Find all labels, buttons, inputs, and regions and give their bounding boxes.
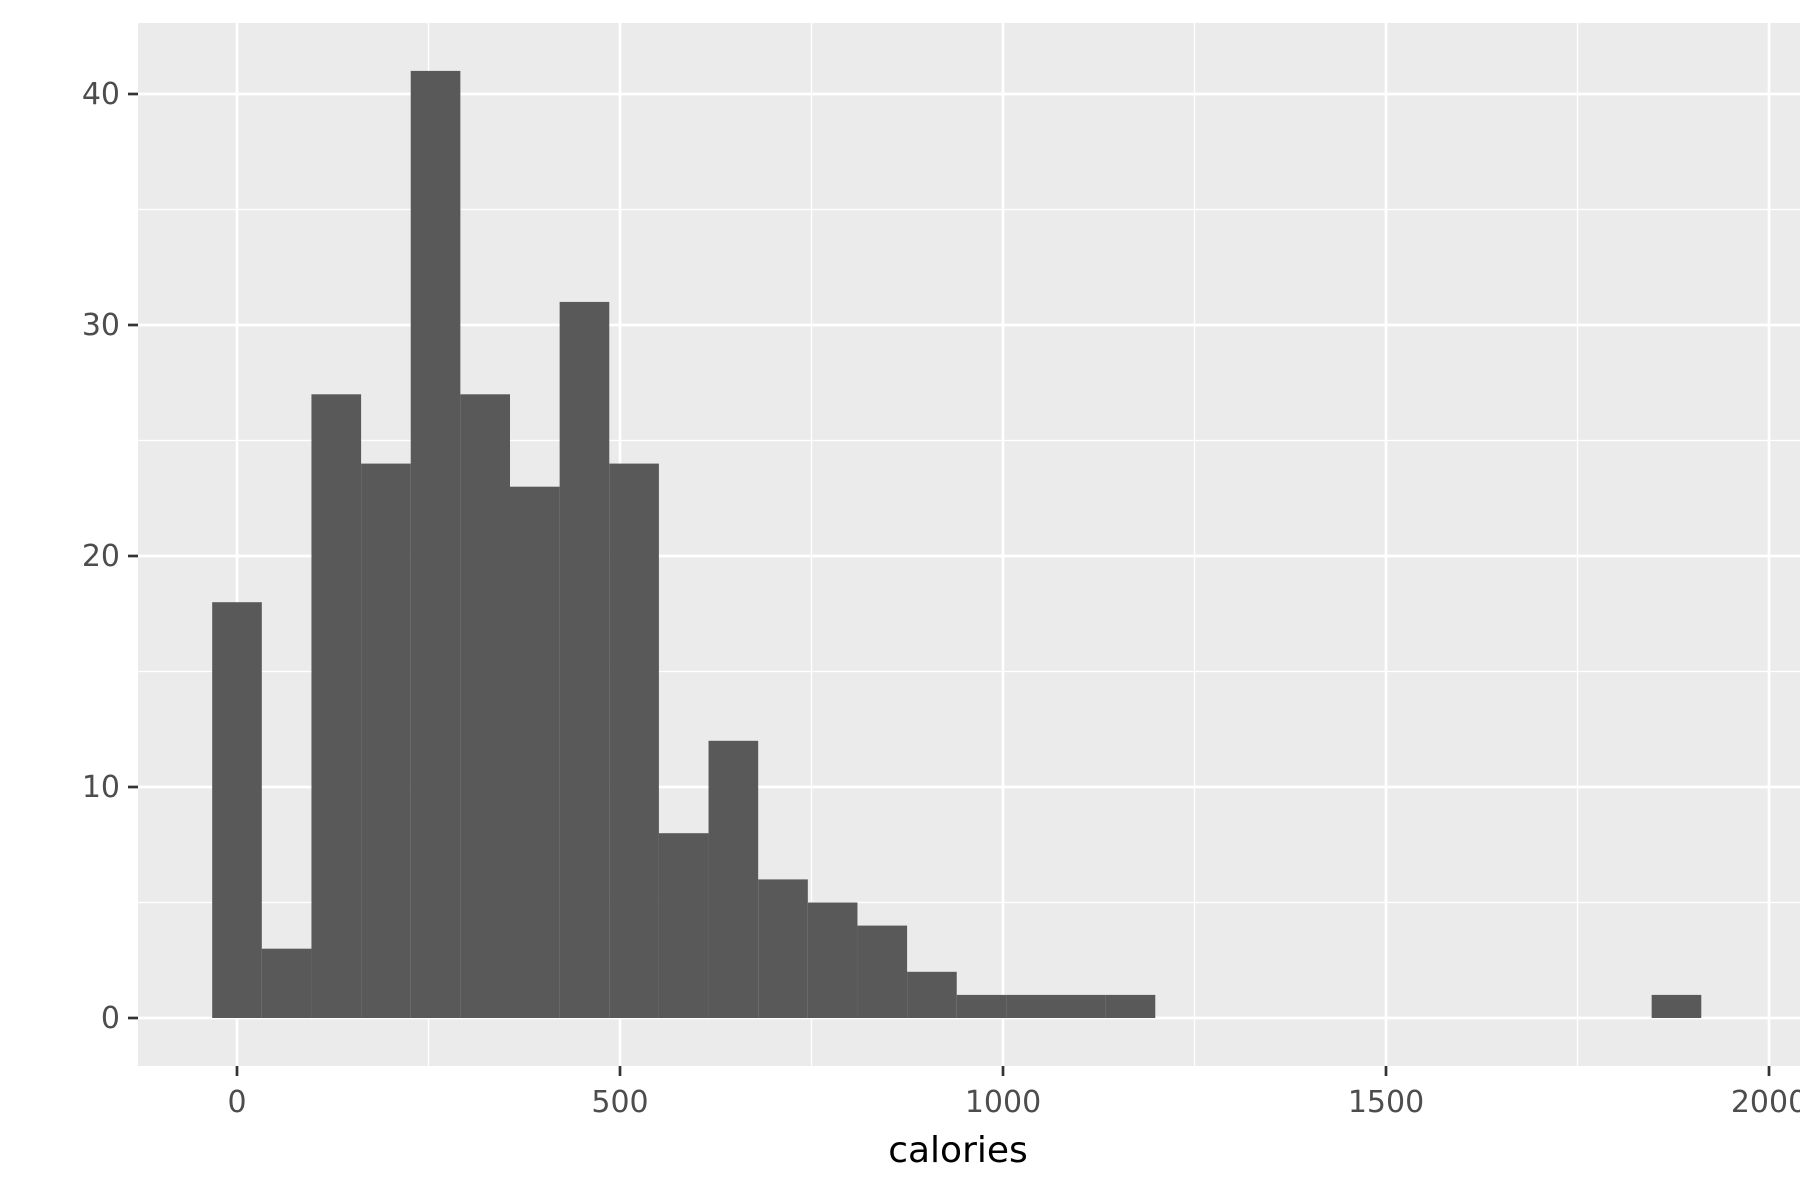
x-tick-label: 1500 — [1348, 1085, 1424, 1120]
histogram-bar — [460, 394, 511, 1018]
histogram-bar — [1056, 994, 1106, 1018]
x-axis: 0 500 1000 1500 2000 — [227, 1066, 1800, 1120]
histogram-bar — [956, 994, 1007, 1018]
histogram-bar — [311, 394, 362, 1018]
histogram-bar — [708, 740, 759, 1018]
y-tick-label: 0 — [101, 1001, 120, 1036]
histogram-bar — [857, 925, 908, 1018]
y-tick-label: 30 — [82, 308, 120, 343]
histogram-bar — [609, 463, 659, 1019]
histogram-bar — [212, 602, 262, 1018]
histogram-bar — [410, 70, 461, 1018]
x-tick-label: 2000 — [1731, 1085, 1800, 1120]
x-tick-label: 500 — [591, 1085, 648, 1120]
histogram-bar — [510, 486, 560, 1018]
y-tick-label: 40 — [82, 77, 120, 112]
histogram-bar — [1105, 994, 1156, 1018]
histogram-bar — [361, 463, 411, 1019]
y-axis: 0 10 20 30 40 — [82, 77, 138, 1036]
histogram-bar — [758, 879, 808, 1018]
y-tick-label: 10 — [82, 770, 120, 805]
histogram-bar — [1006, 994, 1057, 1018]
histogram-bar — [907, 971, 957, 1018]
y-tick-label: 20 — [82, 539, 120, 574]
histogram-bar — [1651, 994, 1702, 1018]
histogram-bar — [807, 902, 858, 1018]
histogram-bars — [212, 70, 1702, 1019]
x-tick-label: 1000 — [965, 1085, 1041, 1120]
histogram-bar — [261, 948, 312, 1018]
x-axis-title: calories — [888, 1130, 1028, 1171]
histogram-bar — [559, 301, 610, 1018]
histogram-bar — [658, 833, 709, 1018]
x-tick-label: 0 — [227, 1085, 246, 1120]
